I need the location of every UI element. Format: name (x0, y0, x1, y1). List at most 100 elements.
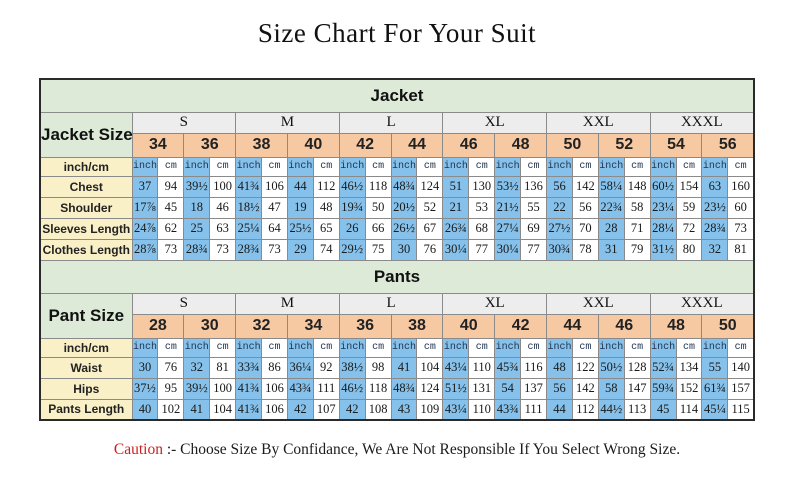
inch-value-cell: 41¾ (235, 377, 263, 400)
cm-value-cell: 67 (416, 217, 444, 240)
cm-value-cell: 111 (520, 398, 547, 421)
size-header: 34 (286, 313, 340, 339)
inch-value-cell: 21 (442, 196, 470, 219)
cm-value-cell: 111 (312, 377, 340, 400)
inch-value-cell: 52¾ (649, 356, 677, 379)
inch-value-cell: 21½ (494, 196, 522, 219)
unit-inch-cell: inch (649, 337, 677, 358)
inch-value-cell: 28⅞ (131, 238, 159, 261)
cm-value-cell: 106 (261, 175, 288, 198)
inch-value-cell: 44 (286, 175, 314, 198)
inch-value-cell: 26 (338, 217, 366, 240)
unit-inch-cell: inch (235, 337, 263, 358)
unit-cm-cell: cm (571, 337, 599, 358)
cm-value-cell: 102 (157, 398, 185, 421)
size-header: 54 (649, 132, 703, 158)
inch-value-cell: 45 (649, 398, 677, 421)
group-header: L (338, 111, 444, 134)
inch-value-cell: 30 (131, 356, 159, 379)
inch-value-cell: 55 (701, 356, 729, 379)
inch-value-cell: 39½ (183, 175, 211, 198)
cm-value-cell: 73 (157, 238, 185, 261)
inch-value-cell: 41 (183, 398, 211, 421)
cm-value-cell: 112 (312, 175, 340, 198)
inch-value-cell: 26¾ (442, 217, 470, 240)
inch-value-cell: 30¼ (494, 238, 522, 261)
unit-inch-cell: inch (338, 156, 366, 177)
cm-value-cell: 109 (416, 398, 444, 421)
inch-value-cell: 24⅞ (131, 217, 159, 240)
inch-value-cell: 30¼ (442, 238, 470, 261)
size-header: 46 (442, 132, 496, 158)
size-header: 36 (338, 313, 392, 339)
cm-value-cell: 100 (209, 175, 237, 198)
inch-value-cell: 56 (546, 377, 573, 400)
group-header: XXL (546, 292, 651, 315)
cm-value-cell: 78 (571, 238, 599, 261)
cm-value-cell: 152 (675, 377, 703, 400)
unit-cm-cell: cm (312, 337, 340, 358)
cm-value-cell: 107 (312, 398, 340, 421)
inch-value-cell: 51 (442, 175, 470, 198)
cm-value-cell: 45 (157, 196, 185, 219)
cm-value-cell: 115 (727, 398, 755, 421)
cm-value-cell: 76 (416, 238, 444, 261)
inch-value-cell: 58 (597, 377, 625, 400)
unit-cm-cell: cm (571, 156, 599, 177)
cm-value-cell: 114 (675, 398, 703, 421)
inch-value-cell: 32 (701, 238, 729, 261)
cm-value-cell: 48 (312, 196, 340, 219)
cm-value-cell: 71 (623, 217, 651, 240)
unit-inch-cell: inch (546, 156, 573, 177)
inch-value-cell: 30 (390, 238, 418, 261)
cm-value-cell: 131 (468, 377, 496, 400)
unit-cm-cell: cm (468, 337, 496, 358)
cm-value-cell: 122 (571, 356, 599, 379)
cm-value-cell: 136 (520, 175, 547, 198)
cm-value-cell: 142 (571, 175, 599, 198)
size-header: 48 (649, 313, 703, 339)
unit-inch-cell: inch (494, 156, 522, 177)
group-header: XL (442, 111, 547, 134)
cm-value-cell: 60 (727, 196, 755, 219)
size-header: 42 (338, 132, 392, 158)
cm-value-cell: 113 (623, 398, 651, 421)
unit-inch-cell: inch (494, 337, 522, 358)
unit-cm-cell: cm (727, 337, 755, 358)
unit-inch-cell: inch (442, 337, 470, 358)
unit-inch-cell: inch (597, 337, 625, 358)
inch-value-cell: 39½ (183, 377, 211, 400)
cm-value-cell: 56 (571, 196, 599, 219)
inch-value-cell: 25½ (286, 217, 314, 240)
inch-value-cell: 43¼ (442, 398, 470, 421)
cm-value-cell: 50 (364, 196, 392, 219)
cm-value-cell: 147 (623, 377, 651, 400)
cm-value-cell: 63 (209, 217, 237, 240)
cm-value-cell: 74 (312, 238, 340, 261)
cm-value-cell: 110 (468, 356, 496, 379)
unit-inch-cell: inch (649, 156, 677, 177)
inch-value-cell: 58¼ (597, 175, 625, 198)
inch-value-cell: 28¾ (235, 238, 263, 261)
inch-value-cell: 48¾ (390, 377, 418, 400)
cm-value-cell: 160 (727, 175, 755, 198)
unit-cm-cell: cm (623, 156, 651, 177)
cm-value-cell: 73 (209, 238, 237, 261)
cm-value-cell: 116 (520, 356, 547, 379)
unit-cm-cell: cm (675, 156, 703, 177)
cm-value-cell: 58 (623, 196, 651, 219)
cm-value-cell: 134 (675, 356, 703, 379)
unit-inch-cell: inch (390, 337, 418, 358)
cm-value-cell: 76 (157, 356, 185, 379)
unit-inch-cell: inch (597, 156, 625, 177)
inch-value-cell: 43¾ (286, 377, 314, 400)
inch-value-cell: 42 (286, 398, 314, 421)
inch-value-cell: 61¾ (701, 377, 729, 400)
size-header: 36 (183, 132, 237, 158)
unit-cm-cell: cm (416, 156, 444, 177)
row-label: Hips (39, 377, 133, 400)
cm-value-cell: 142 (571, 377, 599, 400)
inch-value-cell: 43 (390, 398, 418, 421)
cm-value-cell: 137 (520, 377, 547, 400)
unit-inch-cell: inch (390, 156, 418, 177)
